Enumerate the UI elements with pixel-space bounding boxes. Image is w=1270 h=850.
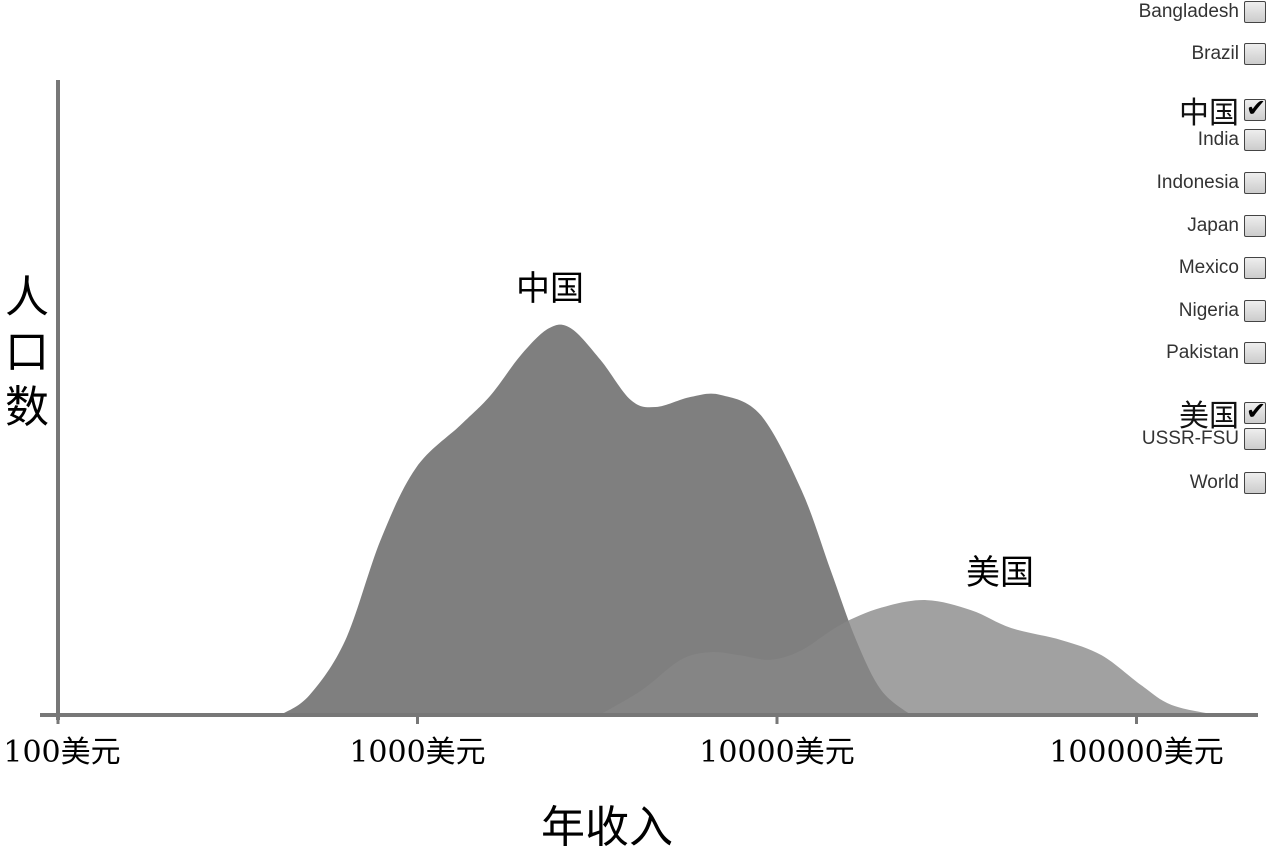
legend-item[interactable]: India (1198, 129, 1266, 151)
legend-checkbox[interactable] (1244, 300, 1266, 322)
legend-item[interactable]: Mexico (1179, 257, 1266, 279)
legend-label: 美国 (1179, 399, 1239, 434)
legend-checkbox[interactable] (1244, 257, 1266, 279)
legend-label: USSR-FSU (1141, 428, 1239, 449)
legend-checkbox[interactable] (1244, 397, 1266, 426)
x-tick-label: 100美元 (3, 735, 120, 770)
legend-label: Brazil (1191, 43, 1239, 64)
legend-checkbox[interactable] (1244, 94, 1266, 123)
legend-label: World (1189, 472, 1239, 493)
legend-checkbox[interactable] (1244, 1, 1266, 23)
series-areas (280, 324, 1217, 715)
legend-label: Mexico (1178, 257, 1239, 278)
series-label-china: 中国 (516, 269, 584, 309)
legend-item[interactable]: Japan (1187, 215, 1266, 237)
series-label-usa: 美国 (966, 553, 1034, 593)
legend-item[interactable]: Indonesia (1157, 172, 1266, 194)
x-tick-label: 100000美元 (1049, 735, 1224, 770)
series-area-usa (599, 600, 1217, 715)
legend-checkbox[interactable] (1244, 472, 1266, 494)
legend-checkbox[interactable] (1244, 342, 1266, 364)
legend-checkbox[interactable] (1244, 129, 1266, 151)
x-axis-label: 年收入 (541, 802, 673, 850)
legend-label: Bangladesh (1138, 1, 1239, 22)
series-area-china (280, 324, 912, 715)
legend-item[interactable]: Bangladesh (1139, 1, 1266, 23)
legend-label: 中国 (1179, 96, 1239, 131)
legend-item[interactable]: 中国 (1179, 88, 1266, 132)
legend-label: Nigeria (1178, 300, 1239, 321)
legend-item[interactable]: Nigeria (1179, 300, 1266, 322)
legend-item[interactable]: Brazil (1191, 43, 1266, 65)
legend-label: Japan (1187, 215, 1239, 236)
legend-checkbox[interactable] (1244, 215, 1266, 237)
legend-item[interactable]: World (1190, 472, 1266, 494)
legend-label: India (1197, 129, 1239, 150)
legend-checkbox[interactable] (1244, 172, 1266, 194)
legend-item[interactable]: USSR-FSU (1142, 428, 1266, 450)
legend-item[interactable]: Pakistan (1166, 342, 1266, 364)
x-ticks: 100美元 1000美元 10000美元 100000美元 (3, 715, 1224, 770)
legend-checkbox[interactable] (1244, 43, 1266, 65)
legend-item[interactable]: 美国 (1179, 391, 1266, 435)
legend-label: Pakistan (1166, 342, 1239, 363)
legend-label: Indonesia (1156, 172, 1239, 193)
legend-checkbox[interactable] (1244, 428, 1266, 450)
x-tick-label: 10000美元 (699, 735, 854, 770)
y-axis-label: 人口数 (5, 272, 49, 433)
x-tick-label: 1000美元 (349, 735, 485, 770)
